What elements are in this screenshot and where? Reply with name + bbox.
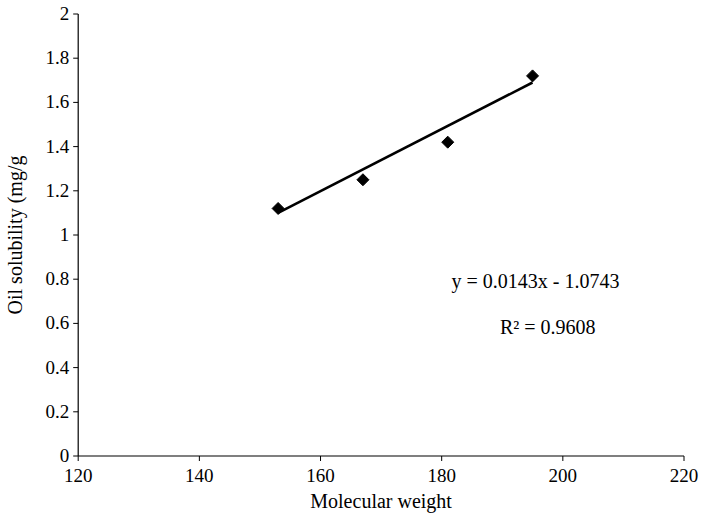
y-tick — [73, 279, 78, 280]
y-tick — [73, 411, 78, 412]
x-axis-title: Molecular weight — [310, 490, 452, 513]
x-tick — [78, 456, 79, 461]
x-tick-label: 160 — [306, 465, 335, 486]
y-tick-label: 0.4 — [45, 357, 69, 378]
chart: 0 0.2 0.4 0.6 0.8 1 1.2 1.4 1.6 1.8 2 120 140 160 180 2… — [0, 0, 714, 518]
y-tick — [73, 190, 78, 191]
axes: 0 0.2 0.4 0.6 0.8 1 1.2 1.4 1.6 1.8 2 120 140 160 180 2… — [45, 3, 698, 486]
y-tick-label: 0.6 — [45, 312, 69, 333]
point — [442, 136, 454, 148]
x-tick — [199, 456, 200, 461]
annotation: y = 0.0143x - 1.0743 — [452, 270, 620, 293]
x-axis — [78, 455, 684, 456]
x-tick-label: 200 — [549, 465, 578, 486]
y-tick — [73, 58, 78, 59]
point — [357, 174, 369, 186]
y-tick-label: 1.2 — [45, 180, 69, 201]
y-tick-label: 0 — [60, 445, 70, 466]
y-tick — [73, 14, 78, 15]
x-tick-label: 220 — [670, 465, 699, 486]
y-tick — [73, 102, 78, 103]
marks — [272, 70, 538, 215]
y-tick-label: 2 — [60, 3, 70, 24]
x-tick-label: 120 — [64, 465, 93, 486]
y-tick-label: 1.4 — [45, 136, 69, 157]
point — [527, 70, 539, 82]
y-tick — [73, 235, 78, 236]
y-tick — [73, 367, 78, 368]
x-tick-label: 140 — [185, 465, 214, 486]
x-tick — [684, 456, 685, 461]
y-tick — [73, 456, 78, 457]
y-tick-label: 1.6 — [45, 91, 69, 112]
y-axis-title: Oil solubility (mg/g — [4, 156, 27, 315]
y-tick — [73, 323, 78, 324]
y-tick — [73, 146, 78, 147]
x-tick — [441, 456, 442, 461]
y-tick-label: 1 — [60, 224, 70, 245]
y-tick-label: 0.8 — [45, 268, 69, 289]
trend-line — [278, 83, 532, 213]
x-tick — [320, 456, 321, 461]
annotation: R² = 0.9608 — [500, 316, 596, 338]
y-tick-label: 1.8 — [45, 47, 69, 68]
y-tick-label: 0.2 — [45, 401, 69, 422]
x-tick-label: 180 — [427, 465, 456, 486]
x-tick — [562, 456, 563, 461]
